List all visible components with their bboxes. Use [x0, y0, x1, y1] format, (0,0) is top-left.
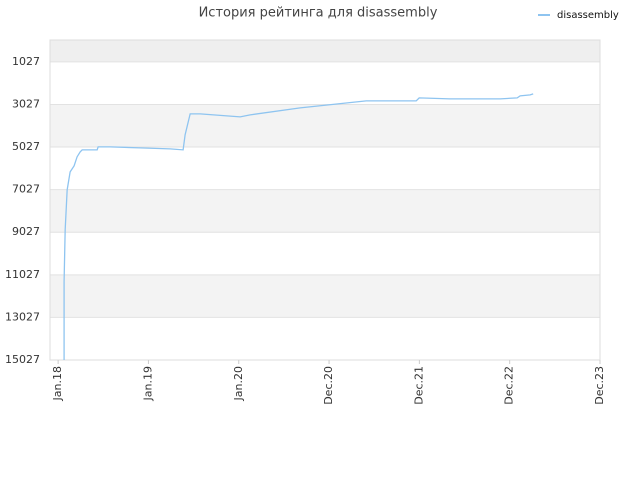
x-tick-label: Dec.23 — [593, 366, 606, 405]
band — [50, 104, 600, 148]
band — [50, 274, 600, 318]
x-tick-label: Jan.19 — [141, 366, 154, 401]
y-tick-label: 5027 — [12, 140, 40, 153]
x-tick-label: Dec.22 — [503, 366, 516, 405]
band — [50, 61, 600, 105]
band — [50, 147, 600, 190]
legend-label: disassembly — [557, 10, 619, 21]
y-tick-label: 15027 — [5, 353, 40, 366]
x-tick-label: Dec.20 — [322, 366, 335, 405]
y-tick-label: 7027 — [12, 183, 40, 196]
line — [63, 93, 534, 360]
plot-frame — [49, 39, 601, 361]
y-tick-label: 3027 — [12, 97, 40, 110]
band — [50, 232, 600, 275]
y-tick-label: 11027 — [5, 268, 40, 281]
band — [50, 189, 600, 233]
y-tick-label: 13027 — [5, 310, 40, 323]
x-tick-label: Dec.21 — [412, 366, 425, 405]
y-tick-label: 9027 — [12, 225, 40, 238]
x-tick-label: Jan.18 — [51, 366, 64, 401]
x-tick-label: Jan.20 — [232, 366, 245, 401]
band — [50, 317, 600, 360]
y-tick-label: 1027 — [12, 55, 40, 68]
chart-title: История рейтинга для disassembly — [199, 6, 438, 21]
band — [50, 40, 600, 62]
